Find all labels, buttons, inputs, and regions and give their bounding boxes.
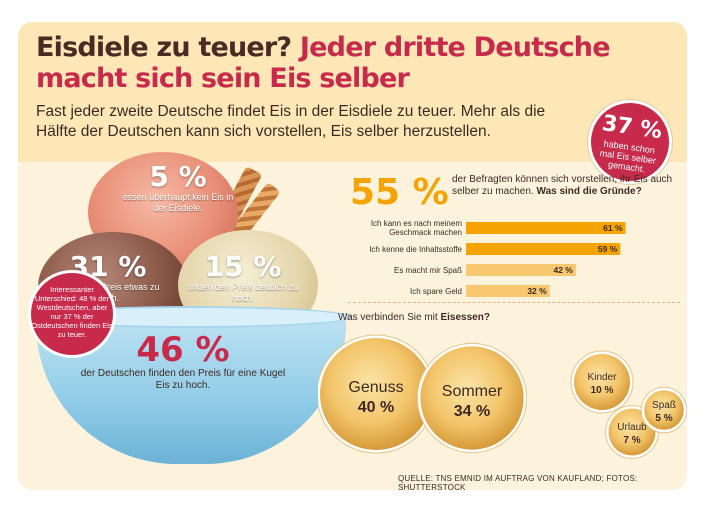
associations-bubble-chart: Genuss 40 % Sommer 34 % Kinder 10 % Urlaub 7 % S…: [318, 334, 687, 459]
source-credit: QUELLE: TNS EMNID IM AUFTRAG VON KAUFLAN…: [398, 474, 638, 490]
page-title: Eisdiele zu teuer? Jeder dritte Deutsche…: [36, 32, 636, 94]
reasons-intro-text: der Befragten können sich vorstellen, ih…: [452, 174, 673, 197]
bubble-category-label: Kinder: [588, 372, 618, 383]
stat-15-text: finden den Preis deutlich zu hoch.: [187, 282, 299, 303]
intro-text: Fast jeder zweite Deutsche findet Eis in…: [36, 103, 546, 140]
bar: [466, 243, 621, 255]
stat-5-text: essen überhaupt kein Eis in der Eisdiele…: [122, 192, 234, 213]
bar-label: Ich spare Geld: [410, 287, 462, 296]
title-part-question: Eisdiele zu teuer?: [36, 32, 292, 63]
reasons-question: Was sind die Gründe?: [536, 186, 642, 197]
bubble: [574, 354, 630, 410]
bar-label: Es macht mir Spaß: [394, 266, 462, 275]
bubble: [420, 346, 524, 450]
associations-question-bold: Eisessen?: [440, 312, 490, 323]
associations-question-prefix: Was verbinden Sie mit: [338, 312, 438, 323]
bubble-category-label: Sommer: [442, 383, 503, 400]
bubble-category-label: Urlaub: [617, 422, 647, 433]
associations-question: Was verbinden Sie mit Eisessen?: [338, 312, 490, 323]
bubble-value-label: 34 %: [454, 403, 490, 420]
bar: [466, 222, 626, 234]
stat-5-percent: 5 % essen überhaupt kein Eis in der Eisd…: [118, 162, 238, 214]
bubble-category-label: Spaß: [652, 400, 676, 411]
bar: [466, 285, 550, 297]
stat-15-value: 15 %: [204, 250, 282, 283]
bubble-value-label: 5 %: [655, 413, 672, 424]
stat-46-percent: 46 % der Deutschen finden den Preis für …: [78, 332, 288, 392]
title-part-statement: Jeder dritte Deutsche macht sich sein Ei…: [36, 32, 611, 94]
section-divider: [348, 302, 680, 303]
bubble-value-label: 40 %: [358, 399, 394, 416]
bar-value-label: 32 %: [527, 286, 547, 296]
reasons-intro: der Befragten können sich vorstellen, ih…: [452, 174, 678, 198]
bubble-category-label: Genuss: [348, 379, 403, 396]
stat-15-percent: 15 % finden den Preis deutlich zu hoch.: [183, 252, 303, 304]
bar-label: Ich kann es nach meinem: [371, 219, 462, 228]
header-band: [18, 22, 687, 162]
bar-value-label: 59 %: [598, 244, 618, 254]
bar: [466, 264, 576, 276]
stat-46-text: der Deutschen finden den Preis für eine …: [80, 368, 286, 391]
bar-label: Geschmack machen: [389, 228, 462, 237]
reasons-section: 55 % der Befragten können sich vorstelle…: [350, 172, 680, 302]
reasons-value: 55 %: [350, 172, 449, 213]
bar-value-label: 61 %: [603, 223, 623, 233]
bubble: [644, 390, 684, 430]
bubble-value-label: 10 %: [591, 385, 614, 396]
badge-37-text: haben schon mal Eis selber gemacht.: [599, 138, 657, 175]
bubble: [320, 338, 432, 450]
infographic-card: Eisdiele zu teuer? Jeder dritte Deutsche…: [18, 22, 687, 490]
bar-value-label: 42 %: [553, 265, 573, 275]
stat-46-value: 46 %: [136, 330, 230, 370]
stat-5-value: 5 %: [149, 160, 207, 193]
bar-label: Ich kenne die Inhaltsstoffe: [369, 245, 462, 254]
east-west-difference-badge: Interessanter Unterschied: 48 % der West…: [28, 270, 116, 358]
bubble-value-label: 7 %: [623, 435, 640, 446]
